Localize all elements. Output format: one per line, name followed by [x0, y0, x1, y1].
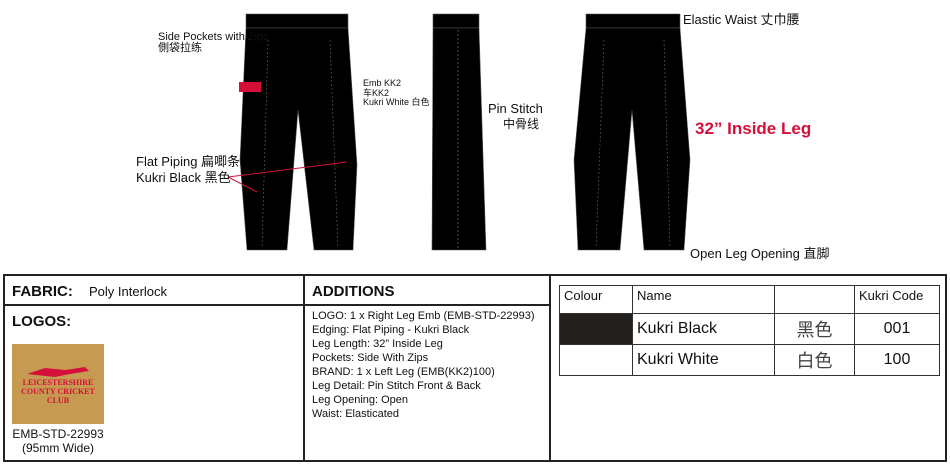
emb-cn: 车KK2: [363, 88, 390, 98]
logo-code: EMB-STD-22993: [12, 427, 104, 441]
side-trousers: [431, 13, 487, 251]
flat-piping-label: Flat Piping 扁唧条: [136, 154, 241, 169]
logos-label: LOGOS:: [12, 313, 72, 330]
side-pockets-label: Side Pockets with Zips: [158, 31, 269, 43]
addition-item: BRAND: 1 x Left Leg (EMB(KK2)100): [312, 366, 495, 378]
addition-item: LOGO: 1 x Right Leg Emb (EMB-STD-22993): [312, 310, 535, 322]
side-pockets-cn: 側袋拉练: [158, 42, 202, 54]
emb-colour: Kukri White 白色: [363, 97, 430, 107]
front-trousers: [239, 13, 358, 251]
flat-piping-colour: Kukri Black 黑色: [136, 170, 231, 185]
table-row: Kukri Black 黑色 001: [559, 313, 940, 345]
colour-name: Kukri Black: [632, 313, 775, 345]
header-code: Kukri Code: [854, 285, 940, 314]
addition-item: Waist: Elasticated: [312, 408, 400, 420]
colour-cn: 黑色: [774, 313, 855, 345]
emb-label: Emb KK2: [363, 78, 402, 88]
piping-pointer: [227, 161, 348, 193]
colour-code: 001: [854, 313, 940, 345]
elastic-waist-label: Elastic Waist 丈巾腰: [683, 12, 800, 27]
colour-swatch: [559, 344, 633, 376]
inside-leg-label: 32” Inside Leg: [695, 119, 812, 138]
logo-size: (95mm Wide): [21, 441, 94, 455]
colour-name: Kukri White: [632, 344, 775, 376]
addition-item: Edging: Flat Piping - Kukri Black: [312, 324, 470, 336]
fabric-value: Poly Interlock: [89, 284, 168, 299]
fox-icon: [27, 366, 89, 377]
colour-swatch: [559, 313, 633, 345]
colour-cn: 白色: [774, 344, 855, 376]
pin-stitch-label: Pin Stitch: [488, 101, 543, 116]
open-leg-label: Open Leg Opening 直脚: [690, 246, 830, 261]
colour-table: Colour Name Kukri Code Kukri Black 黑色 00…: [559, 285, 940, 376]
header-cn: [774, 285, 855, 314]
addition-item: Leg Opening: Open: [312, 394, 409, 406]
logo-text: LEICESTERSHIRE COUNTY CRICKET CLUB: [21, 377, 95, 405]
additions-label: ADDITIONS: [312, 283, 395, 300]
spec-panel: FABRIC: Poly Interlock LOGOS: LEICESTERS…: [3, 274, 947, 462]
logo-emb: [239, 82, 261, 92]
addition-item: Pockets: Side With Zips: [312, 352, 429, 364]
back-trousers: [573, 13, 691, 251]
logo-image: LEICESTERSHIRE COUNTY CRICKET CLUB: [12, 344, 104, 424]
table-row: Kukri White 白色 100: [559, 344, 940, 376]
addition-item: Leg Length: 32” Inside Leg: [312, 338, 443, 350]
fabric-label: FABRIC:: [12, 283, 73, 300]
header-colour: Colour: [559, 285, 633, 314]
trouser-drawings: [227, 13, 691, 251]
header-name: Name: [632, 285, 775, 314]
additions-list: LOGO: 1 x Right Leg Emb (EMB-STD-22993) …: [312, 309, 535, 421]
pin-stitch-cn: 中骨线: [503, 117, 540, 131]
addition-item: Leg Detail: Pin Stitch Front & Back: [312, 380, 481, 392]
colour-code: 100: [854, 344, 940, 376]
